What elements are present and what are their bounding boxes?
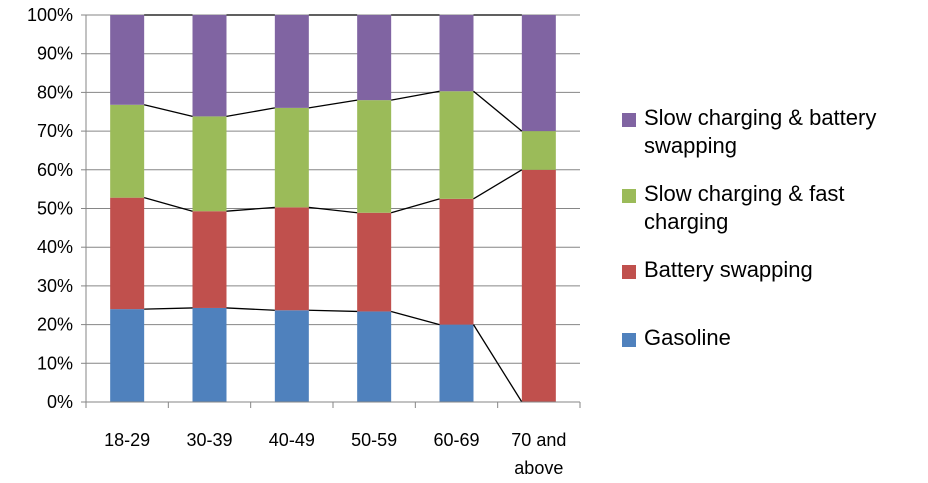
bar-battery-swapping-60-69 [439,198,474,325]
x-tick-labels: 18-29 30-39 40-49 50-59 60-69 70 and above [104,430,566,478]
axes [81,14,581,408]
series-line-battery-swapping [143,197,193,212]
y-tick-label: 80% [37,82,73,102]
legend-swatch [622,113,636,127]
legend-item-battery-swapping: Battery swapping [622,256,922,284]
bar-gasoline-30-39 [192,307,227,402]
y-tick-label: 20% [37,315,73,335]
series-line-slow-charging-and-fast-charging [226,107,275,118]
legend-item-gasoline: Gasoline [622,324,922,352]
bar-slow-charging-and-battery-swapping-18-29 [110,15,145,105]
bar-battery-swapping-50-59 [357,212,392,312]
bar-gasoline-60-69 [439,324,474,402]
series-line-battery-swapping [308,206,358,214]
legend-label: Slow charging & fast charging [644,181,845,234]
bar-slow-charging-and-battery-swapping-40-49 [274,15,309,108]
x-tick-label: 30-39 [186,430,232,450]
series-line-battery-swapping [473,169,523,200]
y-tick-label: 30% [37,276,73,296]
x-tick-label: 60-69 [433,430,479,450]
y-tick-label: 10% [37,353,73,373]
bar-gasoline-18-29 [110,309,145,402]
y-tick-label: 40% [37,237,73,257]
bar-slow-charging-and-fast-charging-40-49 [274,107,309,208]
bar-slow-charging-and-fast-charging-70-and-above [521,131,556,170]
bar-slow-charging-and-fast-charging-50-59 [357,100,392,213]
legend-label: Slow charging & battery swapping [644,105,877,158]
y-tick-label: 0% [47,392,73,412]
legend-swatch [622,189,636,203]
legend-item-slow-charging-and-battery-swapping: Slow charging & battery swapping [622,104,922,160]
series-line-slow-charging-and-fast-charging [308,99,358,109]
series-lines [143,14,523,403]
gridlines [86,14,580,403]
x-tick-label: 18-29 [104,430,150,450]
series-line-battery-swapping [226,206,275,212]
legend-item-slow-charging-and-fast-charging: Slow charging & fast charging [622,180,922,236]
bar-battery-swapping-70-and-above [521,169,556,402]
bar-slow-charging-and-battery-swapping-60-69 [439,15,474,92]
y-tick-label: 60% [37,160,73,180]
y-tick-labels: 0% 10% 20% 30% 40% 50% 60% 70% 80% 90% 100% [27,5,73,412]
x-tick-label: 70 and above [511,430,566,478]
bar-battery-swapping-18-29 [110,197,145,310]
series-line-gasoline [226,307,275,311]
legend-swatch [622,265,636,279]
series-line-battery-swapping [390,198,440,214]
series-line-gasoline [472,324,523,403]
series-line-slow-charging-and-fast-charging [144,104,193,118]
bar-slow-charging-and-fast-charging-30-39 [192,116,227,212]
series-line-slow-charging-and-fast-charging [473,90,523,132]
legend-label: Battery swapping [644,257,813,282]
y-tick-label: 100% [27,5,73,25]
bar-battery-swapping-30-39 [192,211,227,308]
bar-slow-charging-and-fast-charging-18-29 [110,104,145,198]
series-line-gasoline [308,309,358,313]
bar-gasoline-50-59 [357,311,392,402]
series-line-gasoline [390,310,440,326]
bars [110,15,556,402]
bar-slow-charging-and-battery-swapping-70-and-above [521,15,556,132]
y-tick-label: 50% [37,199,73,219]
bar-slow-charging-and-battery-swapping-30-39 [192,15,227,117]
bar-gasoline-40-49 [274,310,309,402]
y-tick-label: 90% [37,44,73,64]
legend-swatch [622,333,636,347]
series-line-gasoline [144,307,193,310]
bar-battery-swapping-40-49 [274,207,309,311]
bar-slow-charging-and-fast-charging-60-69 [439,91,474,199]
x-tick-label: 40-49 [269,430,315,450]
legend: Slow charging & battery swapping Slow char… [622,104,922,352]
legend-label: Gasoline [644,325,731,350]
x-tick-label: 50-59 [351,430,397,450]
series-line-slow-charging-and-fast-charging [391,90,440,101]
y-tick-label: 70% [37,121,73,141]
bar-slow-charging-and-battery-swapping-50-59 [357,15,392,101]
